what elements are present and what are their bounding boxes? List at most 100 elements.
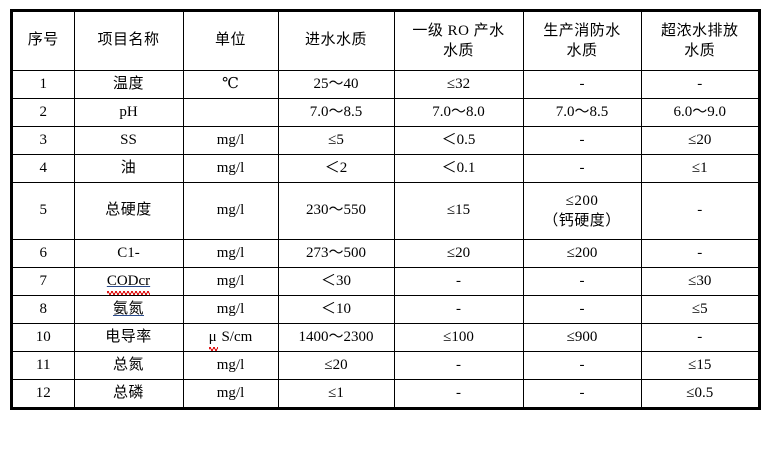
cell-ro-product: - xyxy=(393,267,524,296)
cell-no: 12 xyxy=(11,379,75,409)
table-row: 10 电导率 μ S/cm 1400～2300 ≤100 ≤900 - xyxy=(11,323,760,352)
cell-fire-water: - xyxy=(522,70,642,99)
column-header-no: 序号 xyxy=(11,10,75,71)
column-header-brine-discharge-line1: 超浓水排放 xyxy=(660,22,739,39)
table-row: 7 CODcr mg/l ＜30 - - ≤30 xyxy=(11,267,760,296)
column-header-fire-water-line1: 生产消防水 xyxy=(543,22,621,39)
cell-no: 1 xyxy=(11,70,75,99)
cell-fire-water: 7.0～8.5 xyxy=(522,98,642,127)
cell-influent: ＜2 xyxy=(277,154,395,183)
cell-ro-product: ≤100 xyxy=(393,323,524,352)
column-header-fire-water-line2: 水质 xyxy=(566,43,598,59)
cell-influent: 25～40 xyxy=(277,70,395,99)
table-row: 12 总磷 mg/l ≤1 - - ≤0.5 xyxy=(11,379,760,409)
cell-brine-discharge: ≤20 xyxy=(640,126,760,155)
cell-fire-water: - xyxy=(522,154,642,183)
column-header-influent: 进水水质 xyxy=(277,10,395,71)
cell-no: 3 xyxy=(11,126,75,155)
cell-unit: mg/l xyxy=(182,295,279,324)
cell-brine-discharge: - xyxy=(640,70,760,99)
cell-ro-product: - xyxy=(393,379,524,409)
cell-influent: 273～500 xyxy=(277,239,395,268)
cell-brine-discharge: - xyxy=(640,182,760,240)
cell-unit: ℃ xyxy=(182,70,279,99)
cell-no: 8 xyxy=(11,295,75,324)
cell-fire-water: ≤200 xyxy=(522,239,642,268)
cell-fire-water: ≤900 xyxy=(522,323,642,352)
cell-unit-rest: S/cm xyxy=(217,328,253,345)
water-quality-table: 序号 项目名称 单位 进水水质 一级 RO 产水 水质 生产消防水 水质 超浓水… xyxy=(10,9,761,410)
cell-brine-discharge: - xyxy=(640,323,760,352)
cell-unit: mg/l xyxy=(182,351,279,380)
table-row: 5 总硬度 mg/l 230～550 ≤15 ≤200 （钙硬度） - xyxy=(11,182,760,240)
column-header-unit: 单位 xyxy=(182,10,279,71)
cell-brine-discharge: ≤1 xyxy=(640,154,760,183)
column-header-ro-product: 一级 RO 产水 水质 xyxy=(393,10,524,71)
cell-influent: ≤1 xyxy=(277,379,395,409)
column-header-name: 项目名称 xyxy=(73,10,184,71)
cell-fire-water: - xyxy=(522,351,642,380)
table-row: 6 C1- mg/l 273～500 ≤20 ≤200 - xyxy=(11,239,760,268)
cell-influent: 1400～2300 xyxy=(277,323,395,352)
cell-name: 总磷 xyxy=(73,379,184,409)
table-row: 1 温度 ℃ 25～40 ≤32 - - xyxy=(11,70,760,99)
cell-influent: ≤20 xyxy=(277,351,395,380)
cell-unit: mg/l xyxy=(182,267,279,296)
cell-name: 温度 xyxy=(73,70,184,99)
cell-unit: mg/l xyxy=(182,182,279,240)
cell-name-spellchecked: CODcr xyxy=(106,272,151,296)
cell-name: SS xyxy=(73,126,184,155)
cell-unit: mg/l xyxy=(182,379,279,409)
cell-brine-discharge: 6.0～9.0 xyxy=(640,98,760,127)
cell-unit: mg/l xyxy=(182,154,279,183)
cell-influent: 7.0～8.5 xyxy=(277,98,395,127)
column-header-brine-discharge: 超浓水排放 水质 xyxy=(640,10,760,71)
cell-name: 总氮 xyxy=(73,351,184,380)
cell-ro-product: 7.0～8.0 xyxy=(393,98,524,127)
cell-ro-product: ≤15 xyxy=(393,182,524,240)
cell-unit xyxy=(182,98,279,127)
cell-name: 总硬度 xyxy=(73,182,184,240)
cell-ro-product: ＜0.5 xyxy=(393,126,524,155)
cell-no: 10 xyxy=(11,323,75,352)
cell-no: 7 xyxy=(11,267,75,296)
cell-no: 5 xyxy=(11,182,75,240)
cell-name: 电导率 xyxy=(73,323,184,352)
table-row: 11 总氮 mg/l ≤20 - - ≤15 xyxy=(11,351,760,380)
cell-influent: ≤5 xyxy=(277,126,395,155)
table-row: 2 pH 7.0～8.5 7.0～8.0 7.0～8.5 6.0～9.0 xyxy=(11,98,760,127)
column-header-brine-discharge-line2: 水质 xyxy=(684,43,716,59)
cell-brine-discharge: ≤0.5 xyxy=(640,379,760,409)
cell-brine-discharge: ≤5 xyxy=(640,295,760,324)
cell-ro-product: - xyxy=(393,351,524,380)
column-header-ro-product-line1: 一级 RO 产水 xyxy=(412,22,505,39)
cell-ro-product: ＜0.1 xyxy=(393,154,524,183)
cell-no: 11 xyxy=(11,351,75,380)
cell-brine-discharge: - xyxy=(640,239,760,268)
cell-fire-water: - xyxy=(522,295,642,324)
column-header-ro-product-line2: 水质 xyxy=(442,43,474,59)
cell-unit: mg/l xyxy=(182,126,279,155)
cell-fire-water: - xyxy=(522,126,642,155)
cell-ro-product: ≤32 xyxy=(393,70,524,99)
cell-unit: mg/l xyxy=(182,239,279,268)
cell-brine-discharge: ≤30 xyxy=(640,267,760,296)
cell-fire-water: - xyxy=(522,379,642,409)
cell-fire-water-line1: ≤200 xyxy=(565,192,599,209)
cell-name: 油 xyxy=(73,154,184,183)
cell-unit-mu-spellchecked: μ xyxy=(208,328,218,352)
cell-influent: 230～550 xyxy=(277,182,395,240)
cell-name-underlined: 氨氮 xyxy=(112,300,144,317)
cell-ro-product: - xyxy=(393,295,524,324)
cell-name: C1- xyxy=(73,239,184,268)
cell-influent: ＜10 xyxy=(277,295,395,324)
cell-name: pH xyxy=(73,98,184,127)
cell-ro-product: ≤20 xyxy=(393,239,524,268)
column-header-fire-water: 生产消防水 水质 xyxy=(522,10,642,71)
table-header-row: 序号 项目名称 单位 进水水质 一级 RO 产水 水质 生产消防水 水质 超浓水… xyxy=(11,10,760,71)
cell-influent: ＜30 xyxy=(277,267,395,296)
cell-fire-water: - xyxy=(522,267,642,296)
cell-no: 2 xyxy=(11,98,75,127)
cell-no: 4 xyxy=(11,154,75,183)
